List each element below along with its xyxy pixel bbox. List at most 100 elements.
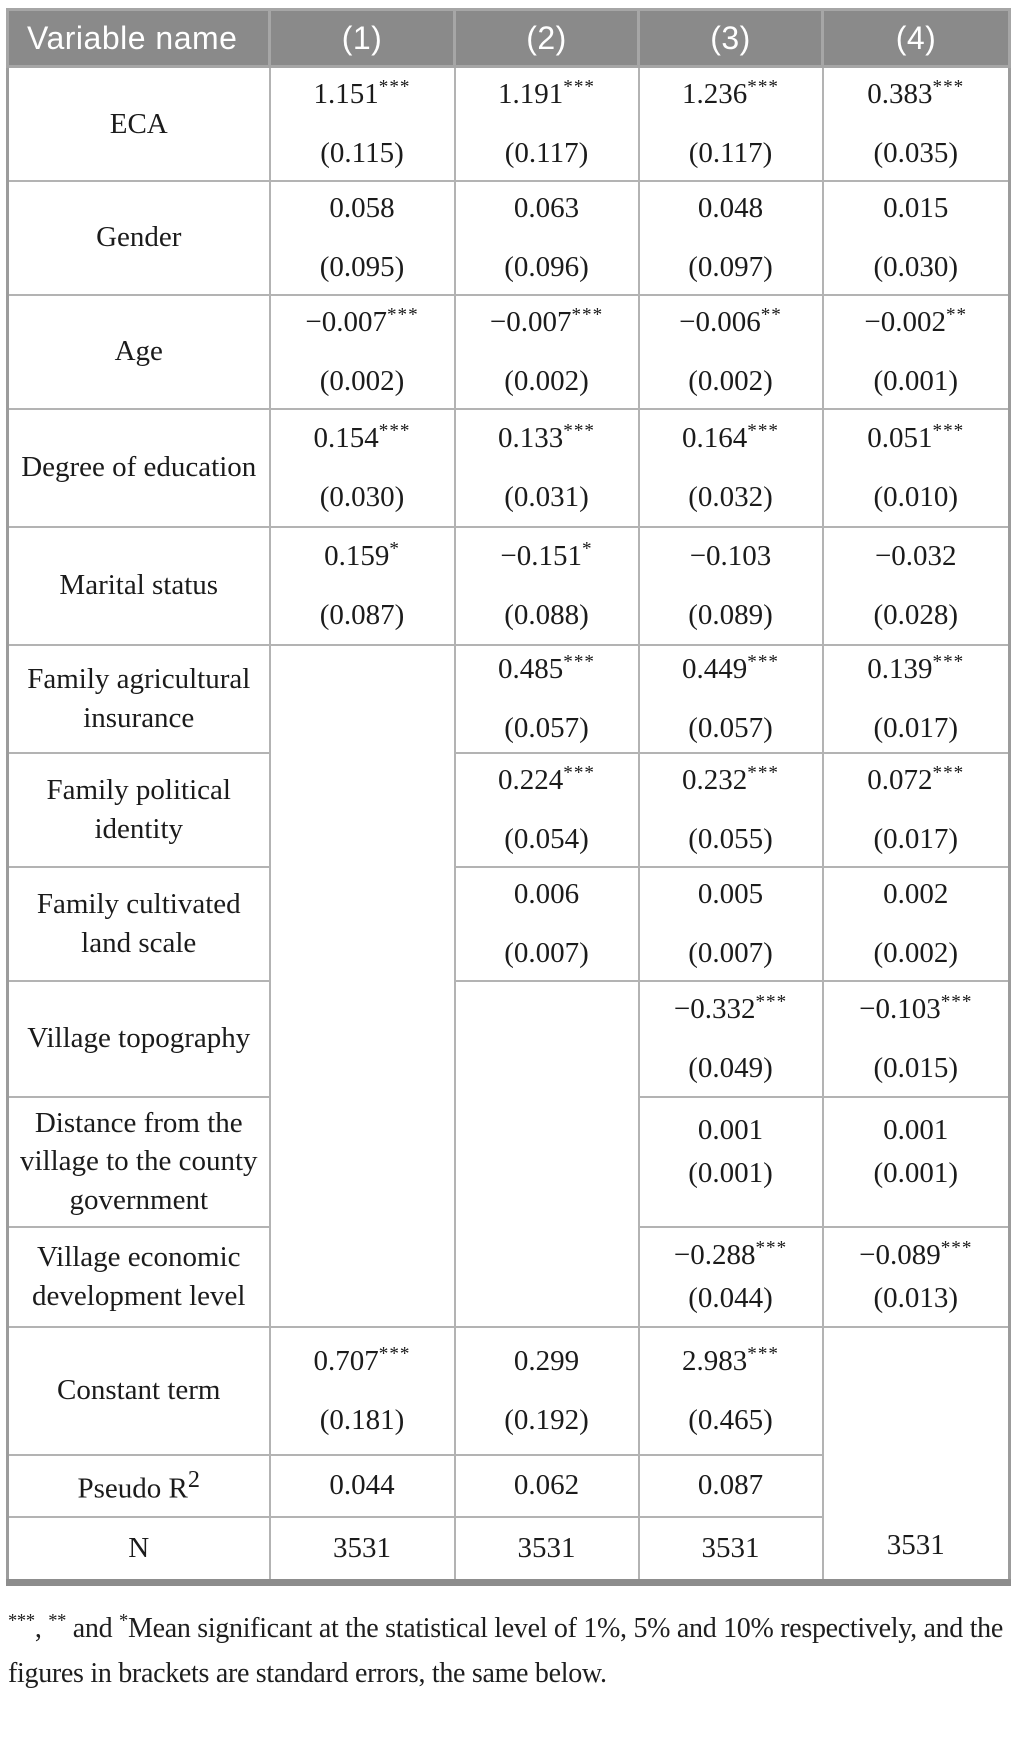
statistic-cell: 3531 xyxy=(268,1515,456,1584)
coefficient-cell: 0.224*** (0.054) xyxy=(453,751,640,868)
coefficient-value: 0.133*** xyxy=(498,420,595,454)
column-header-4: (4) xyxy=(821,8,1011,68)
coefficient-cell: 0.299 (0.192) xyxy=(453,1325,640,1456)
standard-error: (0.181) xyxy=(319,1404,405,1436)
table-row-eca: ECA 1.151*** (0.115) 1.191*** (0.117) 1.23… xyxy=(6,65,1011,182)
standard-error: (0.032) xyxy=(688,481,773,513)
column-header-variable-name: Variable name xyxy=(6,8,271,68)
coefficient-value: 0.164*** xyxy=(682,420,779,454)
column-header-1: (1) xyxy=(268,8,456,68)
table-row-distance-village-county-government: Distance from the village to the county … xyxy=(6,1095,1011,1228)
coefficient-cell: 0.159* (0.087) xyxy=(268,525,456,646)
table-row-village-topography: Village topography −0.332*** (0.049) −0.1… xyxy=(6,979,1011,1328)
standard-error: (0.017) xyxy=(873,712,959,744)
n-value-col4-merged: 3531 xyxy=(821,1325,1011,1584)
coefficient-cell: 0.002 (0.002) xyxy=(821,865,1011,982)
coefficient-cell: 0.133*** (0.031) xyxy=(453,407,640,528)
standard-error: (0.192) xyxy=(504,1404,589,1436)
standard-error: (0.013) xyxy=(873,1282,959,1314)
row-label: Distance from the village to the county … xyxy=(6,1095,271,1228)
two-stars: ** xyxy=(48,1610,67,1631)
row-label: Village topography xyxy=(6,979,271,1098)
standard-error: (0.044) xyxy=(688,1282,773,1314)
coefficient-cell: −0.089*** (0.013) xyxy=(821,1225,1011,1328)
standard-error: (0.117) xyxy=(504,137,589,170)
table-row-gender: Gender 0.058 (0.095) 0.063 (0.096) 0.048 (0… xyxy=(6,179,1011,296)
standard-error: (0.007) xyxy=(504,937,589,969)
page: Variable name (1) (2) (3) (4) ECA 1.151*… xyxy=(6,8,1011,1690)
note-text: Mean significant at the statistical leve… xyxy=(8,1613,1004,1690)
coefficient-cell: 0.232*** (0.055) xyxy=(637,751,824,868)
coefficient-value: 0.449*** xyxy=(682,651,779,685)
standard-error: (0.054) xyxy=(504,823,589,855)
table-row-n: N 3531 3531 3531 xyxy=(6,1515,1010,1584)
coefficient-cell: −0.007*** (0.002) xyxy=(268,293,456,410)
standard-error: (0.089) xyxy=(688,599,773,631)
standard-error: (0.465) xyxy=(688,1404,773,1436)
coefficient-value: −0.288*** xyxy=(673,1237,788,1271)
coefficient-value: −0.007*** xyxy=(305,304,419,338)
table-row-age: Age −0.007*** (0.002) −0.007*** (0.002) −0… xyxy=(6,293,1011,410)
coefficient-value: −0.007*** xyxy=(489,304,604,338)
coefficient-value: −0.006** xyxy=(679,304,782,338)
coefficient-value: 0.058 xyxy=(329,191,395,224)
coefficient-value: 0.232*** xyxy=(682,762,779,796)
column-header-2: (2) xyxy=(453,8,640,68)
coefficient-value: 0.159* xyxy=(324,538,400,572)
standard-error: (0.010) xyxy=(873,481,959,513)
row-label: ECA xyxy=(6,65,271,182)
coefficient-value: 0.707*** xyxy=(313,1343,411,1377)
statistic-cell: 0.087 xyxy=(637,1453,824,1518)
coefficient-value: −0.332*** xyxy=(673,991,788,1025)
standard-error: (0.057) xyxy=(688,712,773,744)
table-row-family-political-identity: Family political identity 0.224*** (0.054… xyxy=(6,751,1011,868)
standard-error: (0.030) xyxy=(319,481,405,513)
coefficient-value: 0.154*** xyxy=(313,420,411,454)
row-label: Village economic development level xyxy=(6,1225,271,1328)
coefficient-value: 0.051*** xyxy=(867,420,965,454)
table-row-family-cultivated-land-scale: Family cultivated land scale 0.006 (0.007… xyxy=(6,865,1011,982)
empty-cell-col1-merged xyxy=(268,643,456,1328)
coefficient-cell: 2.983*** (0.465) xyxy=(637,1325,824,1456)
coefficient-value: 0.139*** xyxy=(867,651,965,685)
coefficient-value: 1.191*** xyxy=(498,76,595,110)
coefficient-value: 0.048 xyxy=(697,191,764,224)
coefficient-value: 0.006 xyxy=(513,877,580,910)
coefficient-value: 0.002 xyxy=(883,877,949,910)
standard-error: (0.097) xyxy=(688,251,773,283)
significance-note: ***, ** and *Mean significant at the sta… xyxy=(8,1610,1004,1690)
table-row-degree-of-education: Degree of education 0.154*** (0.030) 0.13… xyxy=(6,407,1011,528)
coefficient-value: −0.032 xyxy=(874,539,957,572)
standard-error: (0.117) xyxy=(688,137,773,170)
row-label: Marital status xyxy=(6,525,271,646)
coefficient-cell: 1.236*** (0.117) xyxy=(637,65,824,182)
coefficient-value: 0.072*** xyxy=(867,762,965,796)
coefficient-value: 0.001 xyxy=(883,1113,949,1146)
coefficient-cell: 0.139*** (0.017) xyxy=(821,643,1011,754)
coefficient-cell: −0.151* (0.088) xyxy=(453,525,640,646)
statistic-cell: 0.044 xyxy=(268,1453,456,1518)
coefficient-cell: 0.001 (0.001) xyxy=(637,1095,824,1228)
coefficient-cell: 0.051*** (0.010) xyxy=(821,407,1011,528)
standard-error: (0.057) xyxy=(504,712,589,744)
row-label: Degree of education xyxy=(6,407,271,528)
coefficient-cell: 0.449*** (0.057) xyxy=(637,643,824,754)
empty-cell-col2-merged xyxy=(453,979,640,1328)
coefficient-value: 1.151*** xyxy=(313,76,411,110)
regression-results-table: Variable name (1) (2) (3) (4) ECA 1.151*… xyxy=(6,8,1011,1586)
coefficient-cell: 0.001 (0.001) xyxy=(821,1095,1011,1228)
standard-error: (0.001) xyxy=(873,1156,959,1189)
standard-error: (0.088) xyxy=(504,599,589,631)
coefficient-value: −0.151* xyxy=(500,538,593,572)
row-label: Family agricultural insurance xyxy=(6,643,271,754)
coefficient-value: 1.236*** xyxy=(682,76,779,110)
standard-error: (0.007) xyxy=(688,937,773,969)
coefficient-cell: 0.164*** (0.032) xyxy=(637,407,824,528)
standard-error: (0.028) xyxy=(873,599,959,631)
standard-error: (0.035) xyxy=(873,137,959,170)
coefficient-value: 0.001 xyxy=(697,1113,764,1146)
coefficient-cell: −0.007*** (0.002) xyxy=(453,293,640,410)
table-row-marital-status: Marital status 0.159* (0.087) −0.151* (0.0… xyxy=(6,525,1011,646)
coefficient-cell: 0.072*** (0.017) xyxy=(821,751,1011,868)
standard-error: (0.087) xyxy=(319,599,405,631)
